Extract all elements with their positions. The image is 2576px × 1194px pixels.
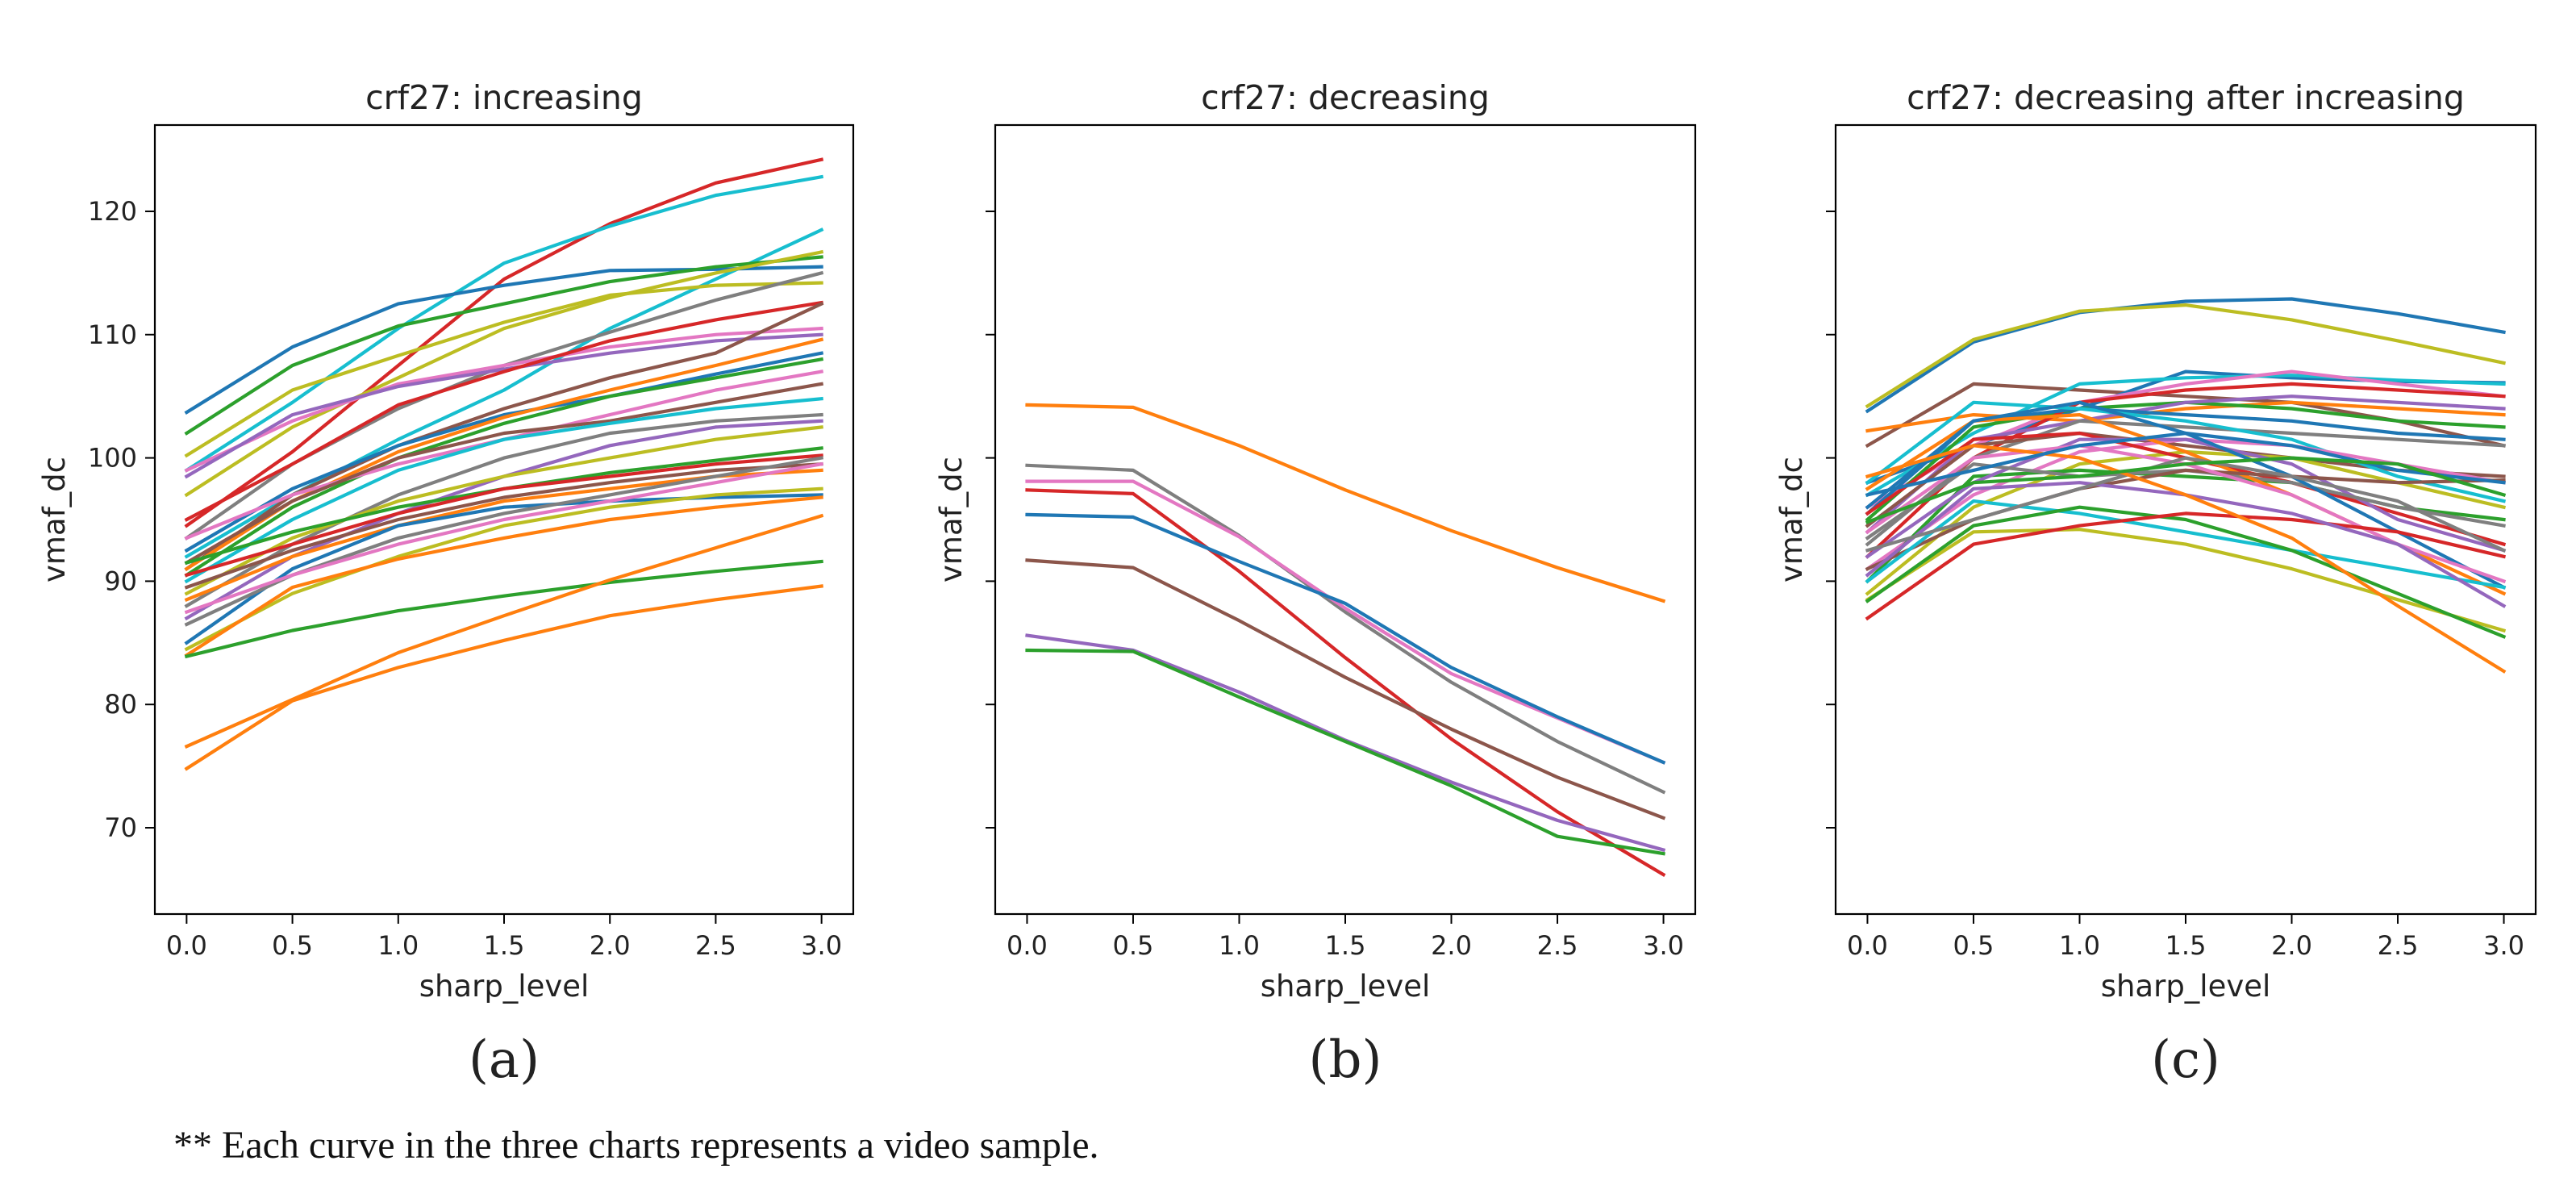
chart-panel-2: 0.0 0.5 1.0 1.5 2.0 2.5 3.0 crf27: decreasing sh… <box>934 78 1697 1090</box>
series-line-33 <box>1865 456 2507 524</box>
series-line-24 <box>1865 499 2506 590</box>
series-line-33 <box>184 584 823 771</box>
x-axis-label: sharp_level <box>419 969 590 1004</box>
y-tick-label: 100 <box>88 443 137 474</box>
series-line-2 <box>1865 303 2506 409</box>
x-tick-label: 2.5 <box>1537 930 1578 961</box>
x-axis-label: sharp_level <box>1261 969 1431 1004</box>
chart-title: crf27: decreasing <box>1201 78 1490 117</box>
series-line-5 <box>1025 512 1666 765</box>
x-tick-label: 3.0 <box>1643 930 1684 961</box>
series-line-26 <box>1865 528 2507 633</box>
series-line-31 <box>1865 444 2507 674</box>
x-tick-label: 1.0 <box>1219 930 1260 961</box>
series-line-7 <box>184 249 824 498</box>
series-line-12 <box>184 301 824 572</box>
series-line-30 <box>1865 456 2507 553</box>
series-line-27 <box>1865 505 2507 639</box>
series-line-1 <box>1865 297 2506 414</box>
series-line-13 <box>184 351 824 553</box>
series-line-30 <box>184 495 823 658</box>
y-axis-label: vmaf_dc <box>934 457 969 582</box>
series-line-4 <box>1025 488 1666 877</box>
series-line-2 <box>1025 463 1666 795</box>
x-tick-label: 1.5 <box>484 930 525 961</box>
series-line-6 <box>1025 558 1666 820</box>
series-group <box>184 157 824 771</box>
footnote: ** Each curve in the three charts repres… <box>173 1124 1099 1167</box>
x-tick-label: 0.0 <box>166 930 207 961</box>
series-line-11 <box>184 300 824 522</box>
panel-label: (c) <box>2151 1030 2220 1090</box>
series-line-2 <box>184 174 824 473</box>
x-axis-label: sharp_level <box>2101 969 2271 1004</box>
x-tick-label: 1.0 <box>377 930 419 961</box>
axes-frame <box>994 123 1697 916</box>
x-tick-label: 2.5 <box>695 930 736 961</box>
series-line-5 <box>184 255 823 436</box>
x-tick-label: 2.5 <box>2378 930 2419 961</box>
series-line-26 <box>184 493 823 645</box>
series-line-32 <box>1865 431 2506 497</box>
y-tick-label: 120 <box>88 196 137 227</box>
y-axis-label: vmaf_dc <box>37 457 72 582</box>
series-line-4 <box>184 265 823 415</box>
series-line-21 <box>184 425 823 596</box>
chart-panel-1: 0.0 0.5 1.0 1.5 2.0 2.5 3.0 70 80 90 100 110 120 crf2… <box>37 78 855 1090</box>
series-line-1 <box>1025 403 1666 603</box>
x-tick-label: 0.5 <box>272 930 313 961</box>
y-tick-label: 90 <box>104 566 137 596</box>
y-tick-label: 110 <box>88 319 137 350</box>
x-tick-label: 1.0 <box>2059 930 2100 961</box>
chart-title: crf27: increasing <box>365 78 643 117</box>
series-line-10 <box>184 332 823 479</box>
panel-label: (a) <box>469 1030 540 1090</box>
series-line-9 <box>184 326 823 473</box>
x-tick-label: 0.0 <box>1007 930 1048 961</box>
x-tick-label: 2.0 <box>1431 930 1472 961</box>
series-line-28 <box>1865 511 2507 621</box>
series-line-28 <box>184 461 824 615</box>
chart-panel-3: 0.0 0.5 1.0 1.5 2.0 2.5 3.0 crf27: decreasing a… <box>1774 78 2537 1090</box>
series-line-23 <box>184 453 823 578</box>
x-tick-label: 2.0 <box>590 930 631 961</box>
x-tick-label: 1.5 <box>2165 930 2207 961</box>
series-line-8 <box>1025 648 1665 856</box>
x-tick-label: 0.5 <box>1113 930 1154 961</box>
y-axis-label: vmaf_dc <box>1774 457 1809 582</box>
x-tick-label: 0.5 <box>1953 930 1995 961</box>
series-group <box>1025 403 1666 877</box>
x-tick-label: 3.0 <box>2483 930 2524 961</box>
y-tick-label: 70 <box>104 812 137 843</box>
series-line-1 <box>184 157 824 528</box>
chart-title: crf27: decreasing after increasing <box>1907 78 2465 117</box>
series-line-24 <box>184 461 823 590</box>
y-tick-label: 80 <box>104 689 137 720</box>
x-tick-label: 0.0 <box>1847 930 1888 961</box>
x-tick-label: 3.0 <box>801 930 842 961</box>
series-group <box>1865 297 2507 674</box>
series-line-7 <box>1865 400 2506 433</box>
series-line-14 <box>1865 400 2507 503</box>
series-line-5 <box>1865 374 2506 498</box>
series-line-31 <box>184 559 823 659</box>
series-line-17 <box>184 382 824 566</box>
panel-label: (b) <box>1309 1030 1382 1090</box>
x-tick-label: 2.0 <box>2271 930 2312 961</box>
series-line-6 <box>184 281 823 458</box>
series-line-18 <box>184 396 823 584</box>
x-tick-label: 1.5 <box>1325 930 1366 961</box>
series-line-29 <box>184 486 823 652</box>
series-line-15 <box>184 357 824 578</box>
